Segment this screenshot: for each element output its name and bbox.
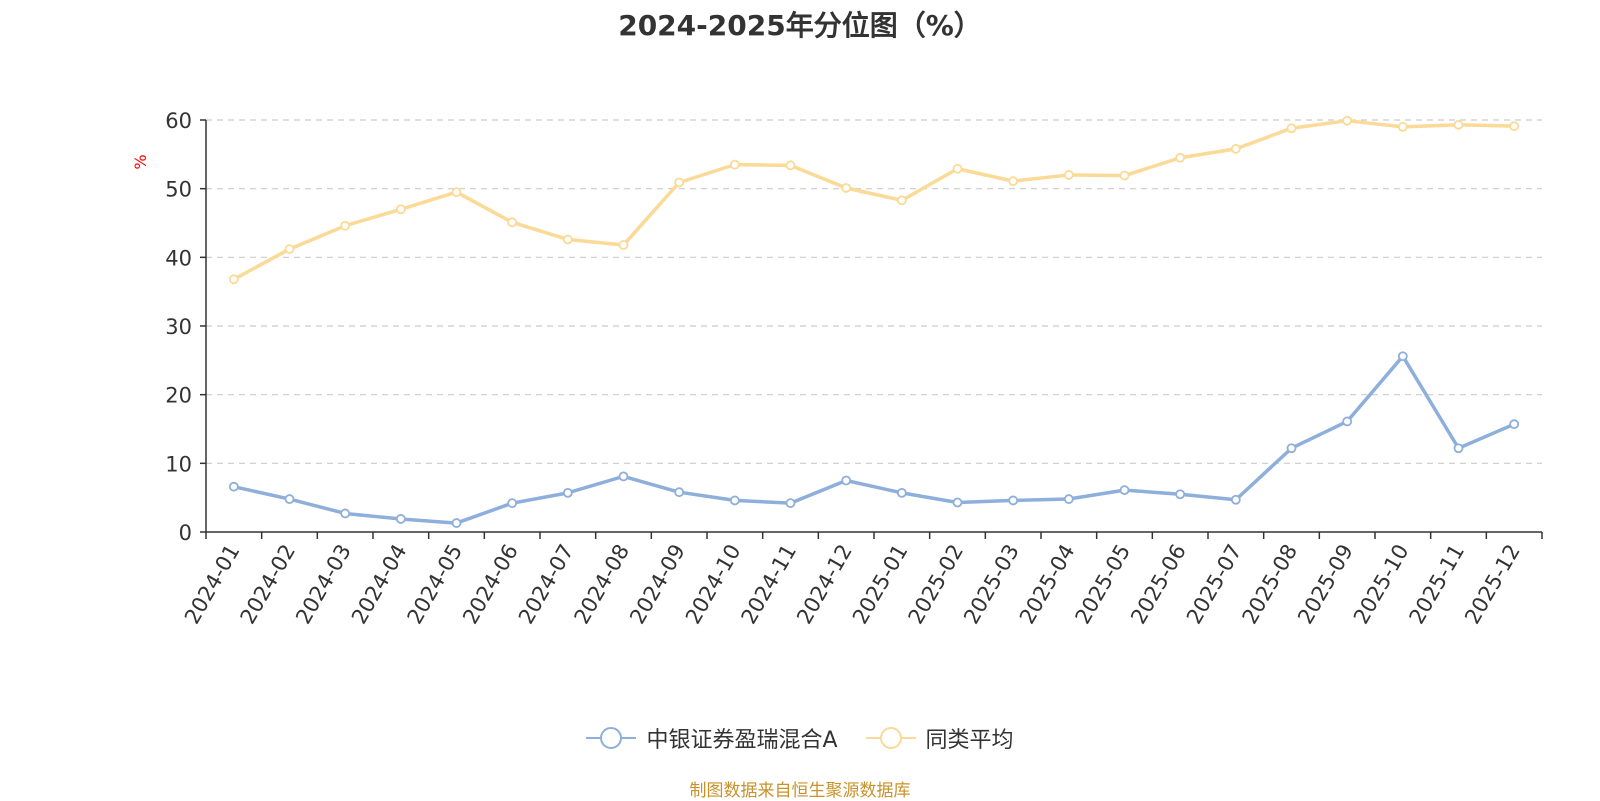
- data-point-series-1: [841, 183, 852, 193]
- data-point-series-1: [896, 195, 907, 206]
- series-line-1: [232, 118, 1516, 282]
- data-point-series-0: [1342, 416, 1353, 427]
- data-point-series-0: [1063, 494, 1074, 504]
- legend-item-fund[interactable]: 中银证券盈瑞混合A: [586, 722, 838, 754]
- x-tick-label: 2024-01: [180, 540, 245, 628]
- data-point-series-1: [1509, 121, 1520, 132]
- data-point-series-1: [1230, 143, 1241, 154]
- x-tick-label: 2024-12: [792, 540, 857, 628]
- series-lines: [228, 115, 1520, 528]
- data-point-series-0: [451, 518, 462, 528]
- data-point-series-0: [1397, 351, 1408, 362]
- x-tick-label: 2025-08: [1238, 540, 1303, 628]
- x-tick-label: 2025-03: [959, 540, 1024, 628]
- data-point-series-0: [618, 471, 629, 482]
- data-point-series-0: [896, 487, 907, 498]
- x-tick-label: 2025-11: [1405, 540, 1470, 628]
- grid-lines: [206, 119, 1542, 464]
- x-tick-label: 2024-11: [737, 540, 802, 628]
- x-tick-label: 2025-01: [848, 540, 913, 628]
- y-tick-label: 30: [165, 315, 192, 339]
- data-point-series-1: [340, 220, 351, 231]
- x-tick-label: 2024-10: [681, 540, 746, 628]
- data-point-series-1: [1286, 123, 1297, 134]
- data-point-series-1: [228, 274, 239, 285]
- data-point-series-0: [1286, 443, 1297, 454]
- data-point-series-1: [395, 204, 406, 215]
- x-tick-label: 2024-02: [236, 540, 301, 628]
- x-tick-label: 2024-08: [570, 540, 635, 628]
- x-tick-label: 2025-07: [1182, 540, 1247, 628]
- x-tick-label: 2025-06: [1126, 540, 1191, 628]
- data-point-series-0: [228, 481, 239, 492]
- legend-label-fund: 中银证券盈瑞混合A: [646, 728, 838, 753]
- x-tick-label: 2025-05: [1071, 540, 1136, 628]
- x-tick-label: 2025-09: [1293, 540, 1358, 628]
- data-point-series-1: [1008, 176, 1019, 187]
- data-point-series-1: [1453, 119, 1464, 130]
- x-tick-label: 2025-10: [1349, 540, 1414, 628]
- data-point-series-1: [451, 187, 462, 198]
- data-point-series-1: [562, 234, 573, 245]
- data-point-series-1: [1342, 115, 1353, 126]
- x-tick-label: 2024-06: [458, 540, 523, 628]
- series-line-0: [232, 354, 1516, 525]
- legend-item-average[interactable]: 同类平均: [865, 722, 1014, 754]
- data-point-series-1: [1397, 121, 1408, 132]
- legend: 中银证券盈瑞混合A 同类平均: [0, 722, 1600, 754]
- data-point-series-1: [1063, 170, 1074, 180]
- y-tick-label: 10: [165, 452, 192, 476]
- data-point-series-1: [952, 163, 963, 174]
- x-tick-label: 2025-04: [1015, 540, 1080, 628]
- y-tick-label: 60: [165, 109, 192, 133]
- legend-marker-fund-icon: [586, 727, 637, 749]
- legend-label-average: 同类平均: [925, 728, 1014, 753]
- x-tick-label: 2024-03: [291, 540, 356, 628]
- data-point-series-0: [340, 508, 351, 519]
- data-point-series-0: [1119, 485, 1130, 496]
- data-point-series-0: [1230, 494, 1241, 505]
- y-tick-label: 40: [165, 246, 192, 270]
- data-point-series-0: [395, 514, 406, 524]
- x-tick-label: 2024-05: [403, 540, 468, 628]
- x-tick-label: 2024-09: [625, 540, 690, 628]
- x-tick-label: 2024-04: [347, 540, 412, 628]
- legend-marker-average-icon: [865, 727, 916, 749]
- data-point-series-0: [841, 475, 852, 486]
- data-point-series-0: [1175, 489, 1186, 500]
- data-point-series-1: [729, 159, 740, 170]
- data-point-series-0: [1453, 443, 1464, 454]
- data-point-series-1: [507, 217, 518, 228]
- data-point-series-1: [674, 177, 685, 188]
- data-point-series-0: [1509, 419, 1520, 430]
- chart-title: 2024-2025年分位图（%）: [618, 9, 982, 42]
- data-point-series-0: [284, 494, 295, 504]
- x-tick-label: 2025-12: [1460, 540, 1525, 628]
- data-point-series-1: [1175, 152, 1186, 163]
- data-point-series-0: [785, 498, 796, 509]
- x-tick-label: 2024-07: [514, 540, 579, 628]
- data-point-series-1: [1119, 170, 1130, 181]
- axes: 01020304050602024-012024-022024-032024-0…: [165, 109, 1543, 628]
- data-point-series-0: [1008, 495, 1019, 506]
- data-point-series-0: [674, 487, 685, 498]
- y-tick-label: 20: [165, 384, 192, 408]
- y-axis-label: %: [131, 154, 150, 169]
- x-tick-label: 2025-02: [904, 540, 969, 628]
- data-point-series-0: [562, 487, 573, 498]
- source-note: 制图数据来自恒生聚源数据库: [689, 781, 911, 801]
- y-tick-label: 0: [179, 521, 192, 545]
- y-tick-label: 50: [165, 178, 192, 202]
- data-point-series-0: [507, 498, 518, 509]
- data-point-series-1: [785, 160, 796, 171]
- data-point-series-1: [618, 240, 629, 250]
- data-point-series-0: [729, 495, 740, 506]
- data-point-series-1: [284, 244, 295, 254]
- data-point-series-0: [952, 497, 963, 508]
